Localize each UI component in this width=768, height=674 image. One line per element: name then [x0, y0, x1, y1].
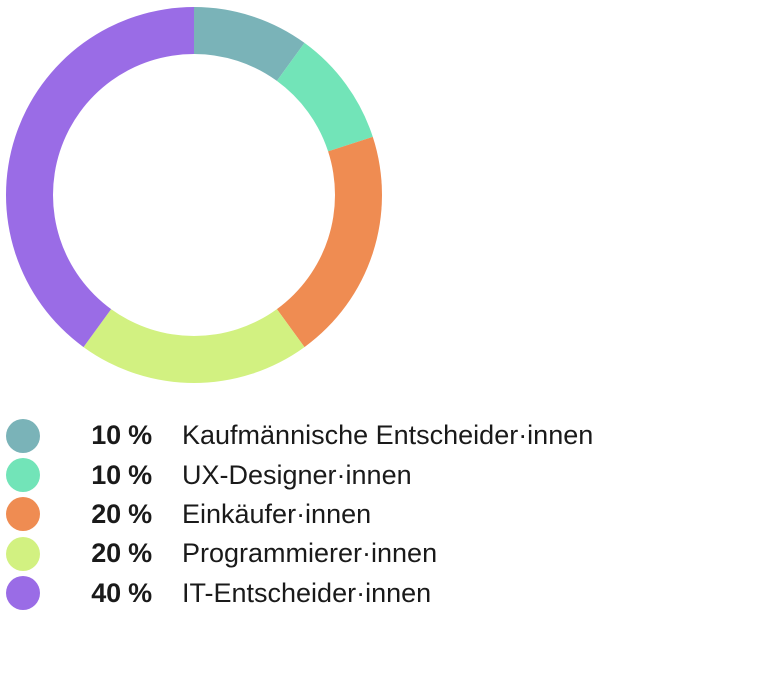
legend-label: Einkäufer·innen: [182, 498, 372, 529]
legend-item: 10 % Kaufmännische Entscheider·innen: [6, 416, 746, 455]
legend-color-dot: [6, 536, 40, 571]
legend-value: 20 %: [91, 498, 152, 529]
legend-value: 40 %: [91, 577, 152, 608]
legend-item: 40 % IT-Entscheider·innen: [6, 574, 746, 613]
legend-value: 20 %: [91, 538, 152, 569]
legend-item: 20 % Programmierer·innen: [6, 534, 746, 573]
chart-legend: 10 % Kaufmännische Entscheider·innen 10 % U…: [6, 416, 746, 613]
legend-label: Kaufmännische Entscheider·innen: [182, 420, 594, 451]
legend-label: IT-Entscheider·innen: [182, 577, 432, 608]
legend-color-dot: [6, 497, 40, 532]
legend-color-dot: [6, 418, 40, 453]
donut-chart: [6, 7, 382, 383]
legend-label: UX-Designer·innen: [182, 459, 412, 490]
donut-slice: [194, 7, 305, 81]
donut-slice: [276, 136, 382, 348]
legend-value: 10 %: [91, 420, 152, 451]
legend-color-dot: [6, 576, 40, 611]
donut-slice: [83, 309, 305, 383]
legend-value: 10 %: [91, 459, 152, 490]
legend-label: Programmierer·innen: [182, 538, 438, 569]
donut-slice: [6, 7, 195, 348]
legend-item: 20 % Einkäufer·innen: [6, 495, 746, 534]
legend-item: 10 % UX-Designer·innen: [6, 455, 746, 494]
donut-slice: [276, 42, 373, 152]
legend-color-dot: [6, 458, 40, 493]
